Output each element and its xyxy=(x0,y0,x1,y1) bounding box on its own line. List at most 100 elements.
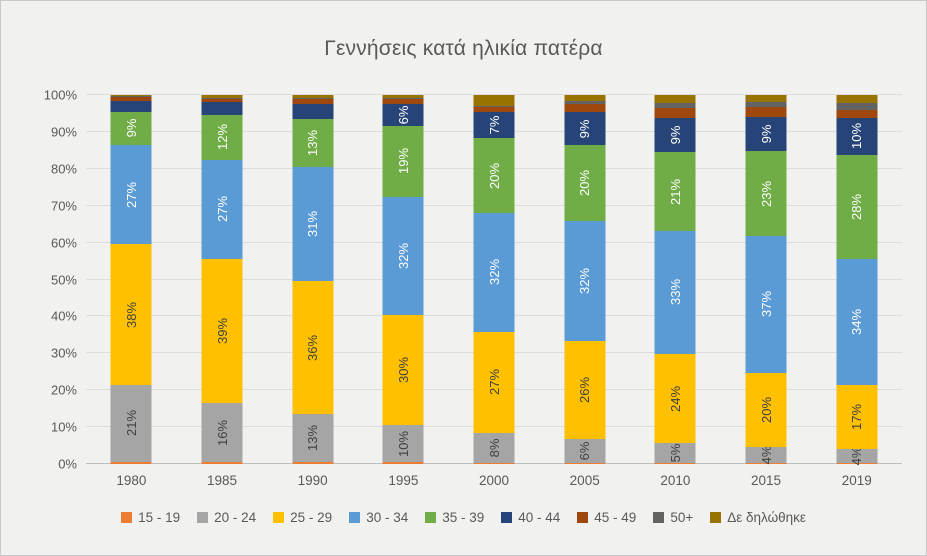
bar-segment: 38% xyxy=(110,244,152,385)
bar-segment: 16% xyxy=(201,403,243,463)
y-axis: 0% 10% 20% 30% 40% 50% 60% 70% 80% 90% 100% xyxy=(1,88,77,472)
bar-segment xyxy=(382,98,424,100)
bar-segment: 17% xyxy=(836,385,878,449)
legend-swatch xyxy=(710,512,722,523)
bar-segment: 4% xyxy=(836,446,878,465)
bar-segment xyxy=(745,106,787,118)
bar-segment xyxy=(382,95,424,99)
segment-label: 13% xyxy=(305,425,321,452)
y-tick-label: 80% xyxy=(50,161,77,177)
bar-segment xyxy=(110,96,152,97)
legend-label: 15 - 19 xyxy=(138,510,181,525)
bar-segment: 4% xyxy=(745,446,787,465)
legend-swatch xyxy=(197,512,209,523)
y-tick-label: 70% xyxy=(50,198,77,214)
segment-label: 24% xyxy=(667,385,683,412)
segment-label: 19% xyxy=(395,148,411,175)
segment-label: 37% xyxy=(758,291,774,318)
bar-segment xyxy=(473,106,515,107)
bar-segment: 32% xyxy=(473,212,515,333)
bar-segment: 24% xyxy=(654,353,696,444)
legend-swatch xyxy=(577,512,589,523)
chart-title: Γεννήσεις κατά ηλικία πατέρα xyxy=(324,37,603,60)
bar-segment: 28% xyxy=(836,154,878,259)
bar-group-2000: 8% 27% 32% 20% 7% xyxy=(449,95,540,464)
bar-segment: 13% xyxy=(292,414,334,463)
stacked-bar-2005: 6% 26% 32% 20% 9% xyxy=(564,95,606,464)
segment-label: 7% xyxy=(486,115,502,135)
segment-label: 9% xyxy=(667,125,683,145)
bar-segment xyxy=(564,95,606,101)
legend-item: 30 - 34 xyxy=(349,510,408,525)
bar-segment xyxy=(382,99,424,105)
legend-item: 50+ xyxy=(653,510,693,525)
legend-label: 40 - 44 xyxy=(518,510,561,525)
bar-segment xyxy=(201,97,243,99)
y-tick-label: 50% xyxy=(50,272,77,287)
bar-segment: 9% xyxy=(745,117,787,152)
plot-area: 21% 38% 27% 9% 16% 39% 27% 12% 13% 36% 31% 13% 10% 30… xyxy=(86,94,902,465)
bar-segment: 36% xyxy=(292,281,334,415)
bar-segment xyxy=(564,462,606,464)
stacked-bar-1990: 13% 36% 31% 13% xyxy=(292,95,334,464)
bar-segment: 19% xyxy=(382,126,424,197)
segment-label: 32% xyxy=(486,259,502,286)
segment-label: 12% xyxy=(214,124,230,151)
stacked-bar-1995: 10% 30% 32% 19% 6% xyxy=(382,95,424,464)
bar-segment: 10% xyxy=(836,117,878,155)
bar-segment: 34% xyxy=(836,258,878,386)
bar-segment: 10% xyxy=(382,425,424,463)
bar-segment: 21% xyxy=(654,152,696,231)
stacked-bar-1980: 21% 38% 27% 9% xyxy=(110,95,152,464)
legend-label: 50+ xyxy=(670,510,694,525)
legend-item: 35 - 39 xyxy=(425,510,484,525)
bar-segment: 8% xyxy=(473,432,515,463)
bar-segment: 33% xyxy=(654,230,696,354)
legend-swatch xyxy=(425,512,437,523)
x-tick-label: 2005 xyxy=(569,473,600,488)
legend-label: 45 - 49 xyxy=(594,510,637,525)
bar-segment xyxy=(836,95,878,104)
bar-segment: 12% xyxy=(201,115,243,160)
stacked-bar-2019: 4% 17% 34% 28% 10% xyxy=(836,95,878,465)
bar-segment: 9% xyxy=(110,111,152,145)
segment-label: 32% xyxy=(577,268,593,295)
legend-item: 20 - 24 xyxy=(197,510,256,525)
bar-group-1980: 21% 38% 27% 9% xyxy=(86,95,177,464)
segment-label: 5% xyxy=(667,443,683,463)
y-tick-label: 30% xyxy=(50,345,77,361)
bar-segment xyxy=(745,95,787,102)
segment-label: 10% xyxy=(849,123,865,150)
segment-label: 34% xyxy=(849,308,865,335)
segment-label: 21% xyxy=(123,410,139,437)
x-tick-label: 1985 xyxy=(206,473,238,488)
segment-label: 9% xyxy=(758,124,774,144)
bar-segment: 7% xyxy=(473,112,515,139)
segment-label: 9% xyxy=(577,119,593,139)
y-tick-label: 40% xyxy=(50,308,77,324)
segment-label: 33% xyxy=(667,279,683,306)
segment-label: 20% xyxy=(486,162,502,189)
segment-label: 6% xyxy=(395,105,411,125)
bar-segment xyxy=(110,96,152,101)
segment-label: 26% xyxy=(577,376,593,403)
segment-label: 27% xyxy=(214,196,230,223)
x-tick-label: 1990 xyxy=(297,473,328,488)
bar-segment: 9% xyxy=(564,112,606,146)
bar-segment: 9% xyxy=(654,118,696,153)
bar-segment xyxy=(201,462,243,464)
bar-segment xyxy=(564,101,606,104)
legend-label: 30 - 34 xyxy=(366,510,409,525)
x-tick-label: 2000 xyxy=(479,473,510,488)
bars: 21% 38% 27% 9% 16% 39% 27% 12% 13% 36% 31% 13% 10% 30… xyxy=(86,95,902,465)
segment-label: 32% xyxy=(395,242,411,269)
bar-segment: 20% xyxy=(473,138,515,213)
bar-segment xyxy=(654,107,696,119)
x-tick-label: 1980 xyxy=(116,473,147,488)
y-tick-label: 20% xyxy=(50,382,77,398)
bar-segment xyxy=(292,99,334,104)
segment-label: 39% xyxy=(214,318,230,345)
legend-swatch xyxy=(349,512,361,523)
legend-swatch xyxy=(653,512,665,523)
bar-segment: 20% xyxy=(564,145,606,221)
